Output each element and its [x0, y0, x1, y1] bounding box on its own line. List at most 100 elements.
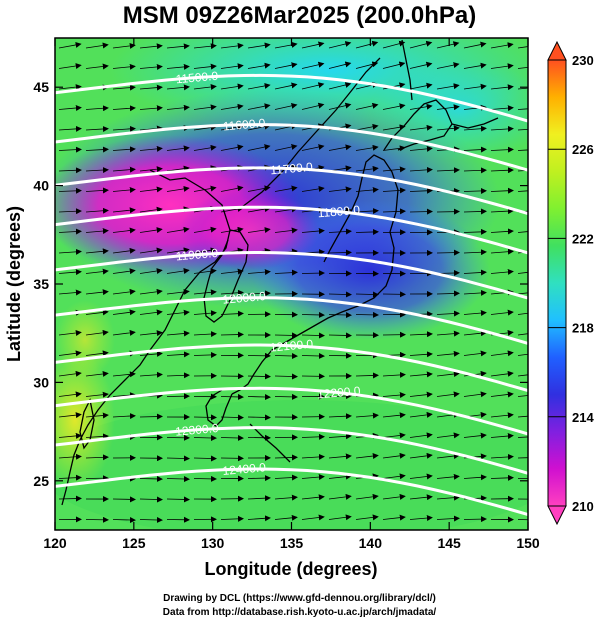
wind-arrow	[328, 41, 352, 49]
y-tick-label: 35	[33, 276, 49, 292]
wind-arrow	[112, 288, 136, 295]
wind-arrow	[409, 494, 433, 501]
wind-arrow	[355, 453, 379, 460]
wind-arrow	[247, 123, 271, 131]
wind-arrow	[490, 208, 514, 215]
map-title: MSM 09Z26Mar2025 (200.0hPa)	[122, 2, 477, 29]
wind-arrow	[463, 228, 487, 235]
wind-arrow	[355, 207, 379, 214]
wind-arrow	[436, 494, 460, 501]
wind-arrow	[274, 102, 298, 110]
wind-arrow	[517, 190, 528, 192]
contour-line	[55, 386, 528, 436]
wind-arrow	[463, 62, 487, 69]
wind-arrow	[301, 514, 325, 521]
wind-arrow	[382, 103, 406, 110]
x-tick-label: 150	[516, 535, 540, 551]
wind-arrow	[436, 515, 460, 522]
wind-arrow	[301, 228, 325, 234]
wind-arrow	[436, 41, 460, 49]
wind-arrow	[139, 247, 163, 254]
wind-arrow	[355, 40, 379, 49]
wind-arrow	[247, 414, 271, 421]
contour-label: 11900.0	[175, 246, 219, 264]
wind-arrow	[247, 103, 271, 110]
wind-arrow	[193, 43, 217, 50]
wind-arrow	[112, 207, 136, 214]
wind-arrow	[85, 63, 109, 70]
wind-arrow	[139, 227, 163, 234]
wind-arrow	[220, 268, 244, 275]
wind-arrow	[517, 312, 528, 315]
contour-line	[55, 296, 528, 345]
wind-arrow	[517, 457, 528, 459]
wind-arrow	[409, 40, 433, 49]
wind-arrow	[409, 82, 433, 90]
wind-arrow	[382, 208, 406, 215]
wind-arrow	[436, 391, 460, 398]
wind-arrow	[193, 63, 217, 70]
wind-arrow	[409, 61, 433, 69]
wind-arrow	[139, 206, 163, 213]
wind-arrow	[355, 291, 379, 298]
wind-arrow	[409, 452, 433, 459]
wind-arrow	[112, 309, 136, 316]
wind-arrow	[463, 249, 487, 256]
wind-arrow	[166, 43, 190, 50]
wind-arrow	[436, 62, 460, 69]
contour-line	[55, 123, 528, 172]
contour-label: 11500.0	[175, 69, 219, 87]
wind-arrow	[193, 351, 217, 358]
x-tick-label: 140	[359, 535, 383, 551]
wind-arrow	[301, 494, 325, 501]
wind-arrow	[193, 268, 217, 275]
x-tick-label: 125	[122, 535, 146, 551]
wind-arrow	[58, 453, 82, 460]
credit-drawing: Drawing by DCL (https://www.gfd-dennou.o…	[163, 593, 436, 604]
wind-arrow	[112, 227, 136, 234]
wind-arrow	[220, 331, 244, 338]
wind-arrow	[517, 353, 528, 356]
wind-arrow	[409, 371, 433, 378]
contour-line	[55, 166, 528, 216]
wind-arrow	[58, 269, 82, 276]
wind-arrow	[517, 108, 528, 110]
wind-arrow	[58, 412, 82, 419]
wind-arrow	[490, 248, 514, 255]
wind-arrow	[517, 231, 528, 233]
wind-arrow	[112, 42, 136, 49]
contour-line	[55, 73, 528, 123]
wind-arrow	[328, 144, 352, 151]
wind-arrow	[436, 330, 460, 337]
wind-arrow	[85, 329, 109, 336]
wind-arrow	[517, 292, 528, 295]
wind-arrow	[328, 453, 352, 460]
wind-arrow	[436, 371, 460, 378]
wind-arrow	[166, 372, 190, 379]
wind-arrow	[409, 124, 433, 131]
contour-label: 12100.0	[269, 337, 314, 355]
wind-arrow	[85, 248, 109, 255]
wind-arrow	[166, 145, 190, 152]
warm-region	[55, 350, 115, 490]
wind-arrow	[85, 228, 109, 235]
contour-label: 11800.0	[317, 203, 361, 221]
wind-arrow	[490, 350, 514, 357]
contour-label: 12000.0	[222, 289, 267, 307]
wind-arrow	[463, 187, 487, 194]
wind-arrow	[355, 102, 379, 110]
wind-arrow	[490, 228, 514, 235]
colorbar-min-triangle	[547, 505, 567, 526]
wind-arrow	[247, 42, 271, 49]
wind-arrow	[490, 84, 514, 91]
contour-line	[55, 343, 528, 393]
wind-arrow	[85, 350, 109, 357]
wind-arrow	[112, 247, 136, 254]
wind-arrow	[409, 351, 433, 358]
wind-arrow	[166, 165, 190, 172]
wind-arrow	[301, 102, 325, 110]
wind-arrow	[58, 495, 82, 502]
wind-arrow	[139, 350, 163, 357]
wind-arrow	[301, 332, 325, 339]
wind-arrow	[301, 352, 325, 359]
